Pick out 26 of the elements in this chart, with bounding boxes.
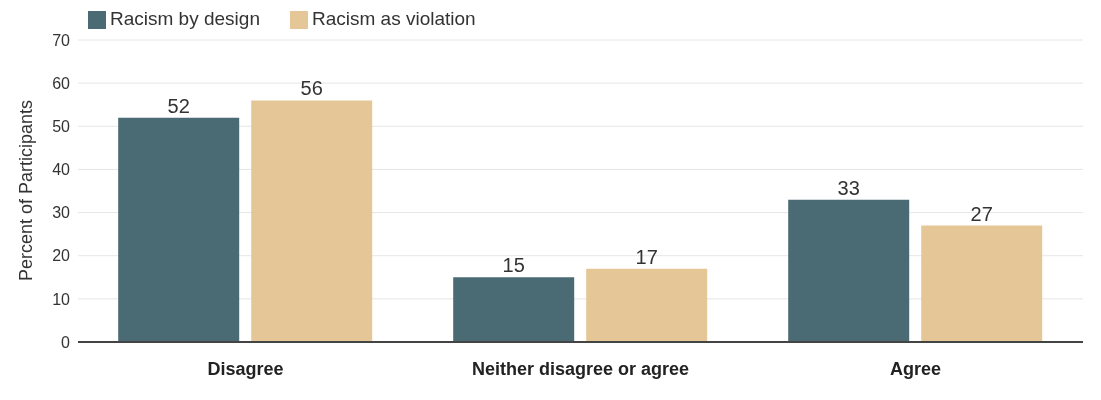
y-axis-title: Percent of Participants <box>16 99 37 281</box>
bar <box>586 268 708 342</box>
data-label: 27 <box>970 202 993 225</box>
legend-label: Racism as violation <box>311 8 476 29</box>
bar <box>453 277 575 342</box>
y-tick-label: 50 <box>52 117 71 135</box>
y-tick-label: 20 <box>52 247 71 265</box>
bar <box>251 100 373 342</box>
y-tick-label: 30 <box>52 204 71 222</box>
data-label: 15 <box>502 254 525 277</box>
x-tick-label: Neither disagree or agree <box>471 358 690 379</box>
data-label: 17 <box>635 245 658 268</box>
bar <box>118 117 240 342</box>
data-label: 33 <box>837 176 860 199</box>
y-tick-label: 60 <box>52 74 71 92</box>
legend-label: Racism by design <box>110 8 260 29</box>
data-label: 56 <box>300 77 323 100</box>
x-tick-label: Disagree <box>207 358 284 379</box>
y-tick-label: 70 <box>52 31 71 49</box>
y-tick-label: 10 <box>52 290 71 308</box>
bar <box>921 225 1043 342</box>
x-tick-label: Agree <box>889 358 942 379</box>
y-tick-label: 0 <box>61 333 71 351</box>
y-tick-label: 40 <box>52 161 71 179</box>
data-label: 52 <box>167 94 190 117</box>
bar <box>788 199 910 342</box>
